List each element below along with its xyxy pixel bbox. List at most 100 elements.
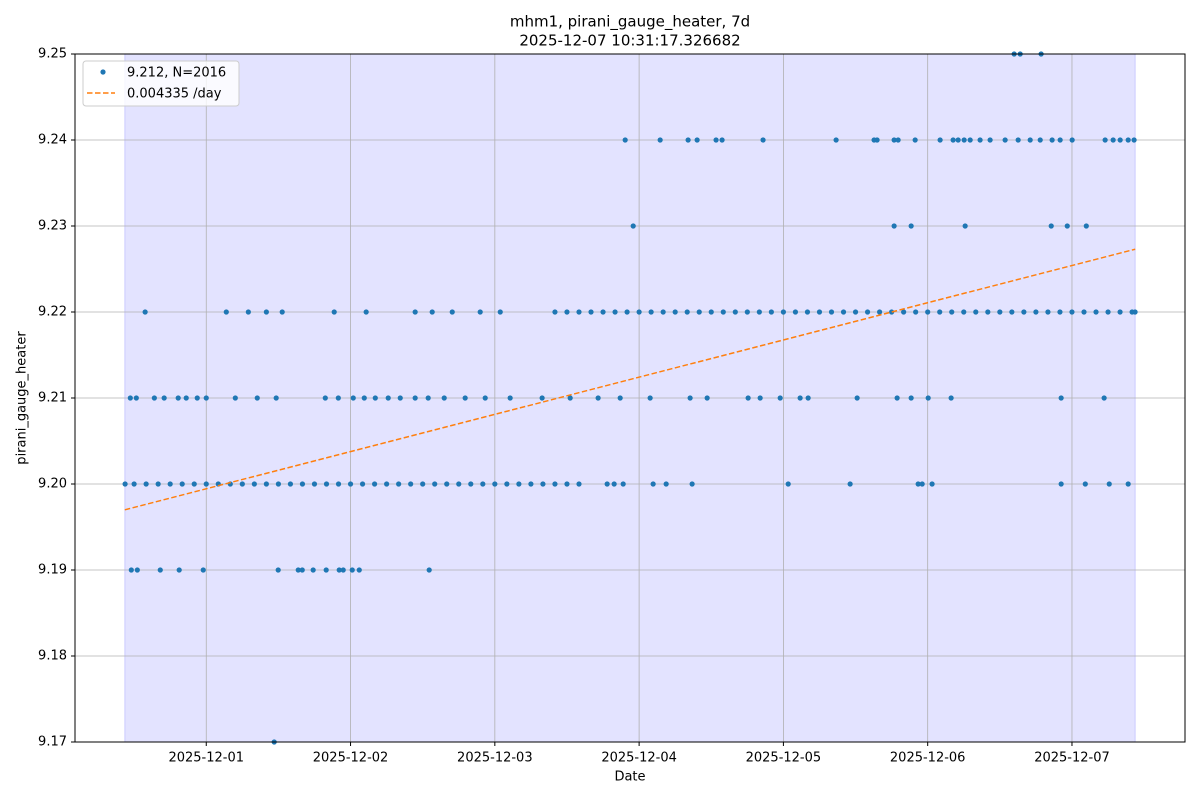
y-tick-label: 9.18: [38, 649, 67, 664]
point: [647, 395, 653, 401]
x-tick-label: 2025-12-03: [457, 751, 533, 766]
legend-label: 9.212, N=2016: [127, 66, 226, 81]
point: [516, 481, 522, 487]
point: [925, 395, 931, 401]
point: [720, 309, 726, 315]
point: [223, 309, 229, 315]
point: [444, 481, 450, 487]
point: [426, 567, 432, 573]
point: [576, 481, 582, 487]
legend-box: [82, 60, 240, 107]
point: [908, 223, 914, 229]
point: [949, 309, 955, 315]
point: [122, 481, 128, 487]
point: [356, 567, 362, 573]
point: [636, 309, 642, 315]
point: [648, 309, 654, 315]
point: [828, 309, 835, 315]
point: [744, 309, 750, 315]
point: [347, 481, 354, 487]
point: [397, 395, 403, 401]
x-tick-label: 2025-12-06: [890, 751, 966, 766]
point: [151, 395, 157, 401]
x-axis-label: Date: [614, 770, 645, 785]
point: [1049, 137, 1055, 143]
point: [263, 309, 269, 315]
point: [864, 309, 871, 315]
point: [732, 309, 738, 315]
point: [567, 395, 573, 401]
y-tick-label: 9.19: [38, 563, 67, 578]
chart-subtitle: 2025-12-07 10:31:17.326682: [519, 32, 740, 50]
point: [497, 309, 503, 315]
point: [719, 137, 725, 143]
point: [408, 481, 414, 487]
point: [143, 481, 149, 487]
point: [612, 309, 618, 315]
point: [175, 395, 181, 401]
point: [708, 309, 714, 315]
point: [359, 481, 366, 487]
point: [1045, 309, 1051, 315]
point: [1093, 309, 1099, 315]
point: [929, 481, 935, 487]
trend-line: [124, 248, 1136, 511]
point: [371, 481, 378, 487]
point: [456, 481, 462, 487]
point: [441, 395, 447, 401]
legend-label: 0.004335 /day: [127, 87, 222, 102]
point: [311, 481, 318, 487]
point: [1048, 223, 1054, 229]
point: [961, 137, 967, 143]
point: [1021, 309, 1027, 315]
point: [576, 309, 582, 315]
point: [852, 309, 859, 315]
point: [694, 137, 700, 143]
point: [1069, 309, 1075, 315]
point: [696, 309, 702, 315]
point: [396, 481, 402, 487]
point: [950, 137, 956, 143]
point: [756, 309, 762, 315]
legend-marker: [100, 69, 106, 75]
point: [901, 309, 907, 315]
point: [385, 395, 391, 401]
point: [299, 481, 306, 487]
point: [805, 395, 811, 401]
point: [363, 309, 369, 315]
point: [713, 137, 719, 143]
point: [1057, 309, 1063, 315]
point: [1082, 481, 1088, 487]
point: [1064, 223, 1070, 229]
point: [1027, 137, 1033, 143]
point: [191, 481, 197, 487]
point: [780, 309, 787, 315]
point: [384, 481, 390, 487]
point: [310, 567, 316, 573]
point: [967, 137, 973, 143]
point: [1037, 137, 1043, 143]
x-tick-label: 2025-12-04: [601, 751, 677, 766]
point: [477, 309, 483, 315]
y-axis-label: pirani_gauge_heater: [15, 331, 30, 465]
point: [167, 481, 173, 487]
point: [948, 395, 954, 401]
point: [335, 395, 341, 401]
point: [1015, 137, 1021, 143]
point: [179, 481, 185, 487]
point: [480, 481, 486, 487]
point: [1105, 309, 1111, 315]
point: [1132, 309, 1138, 315]
point: [340, 567, 346, 573]
point: [912, 137, 918, 143]
point: [757, 395, 763, 401]
point: [552, 309, 558, 315]
point: [349, 567, 355, 573]
point: [687, 395, 693, 401]
x-tick-label: 2025-12-07: [1034, 751, 1110, 766]
point: [335, 481, 342, 487]
point: [987, 137, 993, 143]
point: [239, 481, 245, 487]
point: [128, 567, 134, 573]
point: [372, 395, 378, 401]
